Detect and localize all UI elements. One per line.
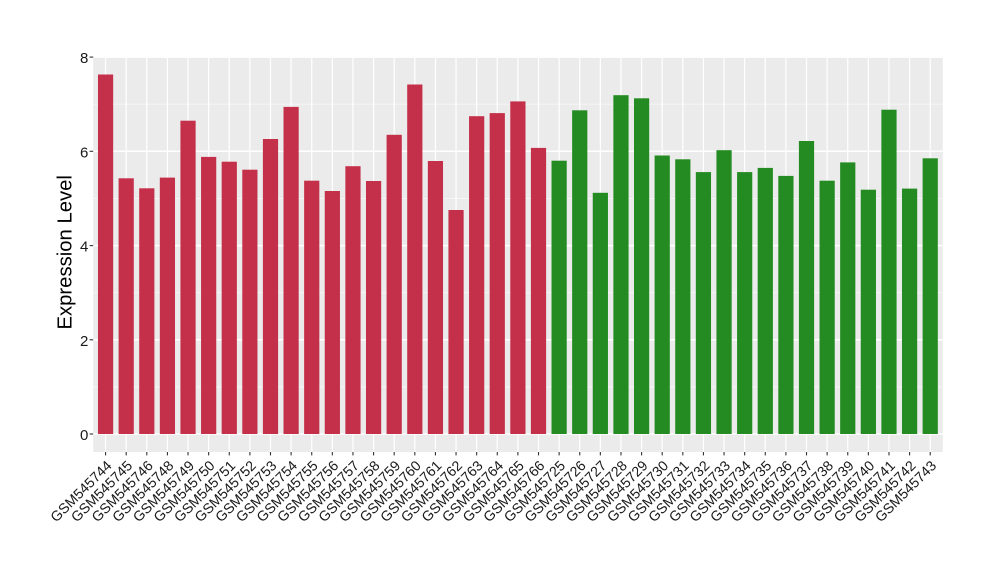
svg-text:0: 0 xyxy=(80,427,88,444)
svg-text:2: 2 xyxy=(80,333,88,350)
svg-text:4: 4 xyxy=(80,239,88,256)
svg-text:8: 8 xyxy=(80,50,88,67)
svg-text:Expression Level: Expression Level xyxy=(55,175,77,329)
svg-text:6: 6 xyxy=(80,144,88,161)
